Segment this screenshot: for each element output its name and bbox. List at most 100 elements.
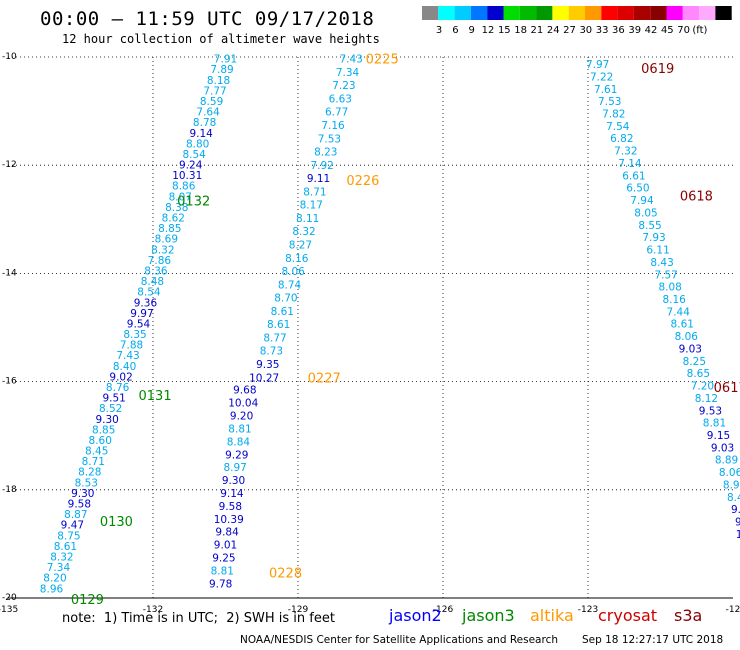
wave-height-value: 9.54 (127, 318, 151, 330)
colorbar-label: 70 (677, 25, 690, 36)
wave-height-value: 7.61 (594, 84, 617, 96)
wave-height-value: 7.77 (203, 85, 226, 97)
pass-time-label: 0226 (346, 174, 379, 189)
wave-height-value: 8.23 (314, 147, 337, 159)
colorbar-label: 18 (514, 25, 527, 36)
wave-height-value: 7.43 (339, 54, 362, 66)
wave-height-value: 9.11 (307, 173, 330, 185)
wave-height-value: 8.59 (200, 96, 223, 108)
wave-height-value: 9.14 (220, 488, 244, 500)
wave-height-value: 7.92 (310, 160, 333, 172)
wave-height-value: 8.60 (89, 435, 112, 447)
pass-time-label: 0618 (680, 189, 713, 204)
y-tick-label: -12 (2, 160, 17, 170)
wave-height-value: 8.77 (263, 332, 286, 344)
wave-height-value: 7.44 (667, 306, 691, 318)
wave-height-value: 8.47 (727, 492, 740, 504)
colorbar-swatch (470, 6, 488, 20)
colorbar-swatch (519, 6, 537, 20)
colorbar-swatch (487, 6, 504, 20)
legend-altika: altika (530, 606, 574, 625)
wave-height-value: 7.64 (196, 107, 220, 119)
colorbar-label: 45 (661, 25, 674, 36)
wave-height-value: 9.68 (233, 385, 256, 397)
wave-height-value: 9.47 (61, 520, 84, 532)
wave-height-value: 9.53 (699, 405, 722, 417)
wave-height-value: 7.97 (586, 59, 609, 71)
legend-jason2: jason2 (389, 606, 442, 625)
wave-height-value: 8.61 (671, 319, 694, 331)
colorbar-swatch (422, 6, 439, 20)
x-tick-label: -126 (433, 605, 454, 615)
wave-height-value: 8.40 (113, 361, 136, 373)
wave-height-value: 6.50 (626, 183, 649, 195)
wave-height-value: 8.61 (271, 306, 294, 318)
wave-height-value: 8.62 (162, 213, 185, 225)
legend-cryosat: cryosat (598, 606, 658, 625)
wave-height-value: 7.91 (214, 54, 237, 66)
wave-height-value: 10.04 (228, 398, 258, 410)
wave-height-value: 7.88 (120, 340, 143, 352)
colorbar-swatch (454, 6, 471, 20)
wave-height-value: 8.17 (300, 200, 323, 212)
wave-height-value: 7.32 (614, 146, 637, 158)
wave-height-value: 7.14 (618, 158, 642, 170)
wave-height-value: 8.07 (169, 191, 192, 203)
wave-height-value: 8.43 (650, 257, 673, 269)
colorbar-swatch (568, 6, 585, 20)
pass-time-label: 0129 (71, 593, 104, 608)
wave-height-value: 8.98 (723, 479, 740, 491)
footnote: note: 1) Time is in UTC; 2) SWH is in fe… (62, 611, 335, 626)
wave-height-value: 8.81 (228, 423, 251, 435)
credit-line: NOAA/NESDIS Center for Satellite Applica… (240, 634, 558, 646)
pass-time-label: 0227 (308, 371, 341, 386)
wave-height-value: 9.06 (735, 517, 740, 529)
colorbar-swatch (601, 6, 618, 20)
wave-height-value: 8.75 (57, 530, 80, 542)
wave-height-value: 9.36 (134, 297, 158, 309)
wave-height-value: 9.14 (189, 128, 213, 140)
pass-time-label: 0225 (366, 53, 399, 68)
wave-height-value: 7.43 (116, 350, 139, 362)
pass-time-label: 0131 (139, 389, 172, 404)
wave-height-value: 9.02 (109, 371, 132, 383)
colorbar-swatch (715, 6, 732, 20)
wave-height-value: 7.22 (590, 71, 613, 83)
legend-s3a: s3a (674, 606, 703, 625)
colorbar-label: 21 (531, 25, 544, 36)
wave-height-value: 8.80 (186, 138, 209, 150)
wave-height-value: 8.81 (211, 565, 234, 577)
wave-height-value: 8.32 (151, 244, 174, 256)
wave-height-value: 8.85 (158, 223, 181, 235)
wave-height-value: 8.61 (54, 541, 77, 553)
wave-height-value: 8.85 (92, 424, 115, 436)
wave-height-value: 9.30 (95, 414, 118, 426)
x-tick-label: -12 (726, 605, 740, 615)
wave-height-value: 9.30 (71, 488, 94, 500)
wave-height-value: 8.32 (50, 551, 73, 563)
wave-height-value: 8.48 (141, 276, 164, 288)
chart-title: 00:00 – 11:59 UTC 09/17/2018 (40, 8, 375, 30)
wave-height-value: 8.71 (303, 186, 326, 198)
wave-height-value: 6.63 (329, 93, 352, 105)
wave-height-value: 9.25 (212, 553, 235, 565)
wave-height-value: 8.71 (82, 456, 105, 468)
wave-height-value: 8.54 (182, 149, 206, 161)
wave-height-value: 8.55 (638, 220, 661, 232)
legend-jason3: jason3 (462, 606, 515, 625)
wave-height-value: 8.16 (285, 253, 309, 265)
color-scale-bar: 3 6 9 12 15 18 21 24 27 30 33 36 39 42 45 70 (ft) (422, 6, 732, 36)
wave-height-value: 7.93 (642, 232, 665, 244)
wave-height-value: 9.58 (219, 501, 242, 513)
wave-height-value: 8.36 (144, 265, 168, 277)
wave-height-value: 8.76 (106, 382, 130, 394)
wave-height-value: 9.23 (731, 504, 740, 516)
wave-height-value: 7.20 (691, 381, 714, 393)
wave-height-value: 9.58 (68, 499, 91, 511)
wave-height-value: 8.86 (172, 181, 196, 193)
wave-height-value: 7.34 (47, 562, 71, 574)
wave-height-value: 9.01 (214, 540, 237, 552)
wave-height-value: 9.20 (230, 411, 253, 423)
wave-height-value: 7.89 (210, 64, 233, 76)
